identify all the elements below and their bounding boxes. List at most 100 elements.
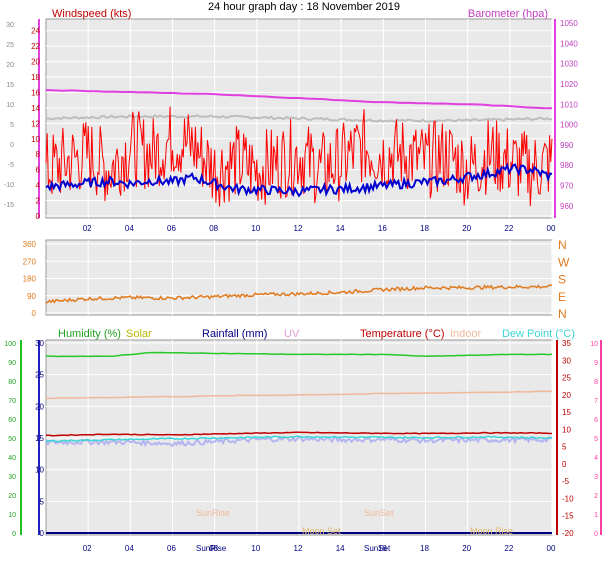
rain-axis-label: 25 [35, 371, 44, 380]
x-tick-label: 14 [336, 544, 345, 553]
x-tick-label: 12 [294, 224, 303, 233]
wind-axis-label: 6 [36, 166, 41, 175]
dir-compass-label: N [558, 238, 567, 252]
temp-axis-label: 35 [562, 339, 571, 348]
x-tick-label: 18 [420, 544, 429, 553]
xtick-sunset: SunSet [364, 544, 391, 553]
hum-axis-label: 20 [8, 493, 16, 500]
uv-axis-label: 10 [590, 341, 598, 348]
hum-axis-label: 90 [8, 360, 16, 367]
x-tick-label: 22 [504, 224, 513, 233]
xtick-sunrise: SunRise [196, 544, 227, 553]
dir-axis-label: 180 [23, 275, 37, 284]
dir-axis-label: 90 [27, 292, 36, 301]
annotation-sunrise: SunRise [196, 508, 230, 518]
outer-axis-label: 0 [10, 142, 14, 149]
baro-axis-label: 960 [560, 202, 574, 211]
outer-axis-label: 10 [6, 102, 14, 109]
baro-axis-label: 1050 [560, 19, 578, 28]
outer-axis-label: -10 [4, 182, 14, 189]
temp-axis-label: 15 [562, 408, 571, 417]
rain-axis-label: 30 [35, 339, 44, 348]
x-tick-label: 10 [251, 544, 260, 553]
series-line-baro-alt [45, 114, 553, 123]
wind-axis-label: 12 [31, 119, 40, 128]
baro-axis-label: 1010 [560, 100, 578, 109]
rain-axis-label: 5 [40, 497, 45, 506]
annotation-moonrise: Moon Rise [470, 526, 513, 536]
hum-left-bar [20, 340, 22, 535]
x-tick-label: 06 [167, 544, 176, 553]
baro-axis-label: 1020 [560, 80, 578, 89]
dir-compass-label: W [558, 255, 570, 269]
legend-solar: Solar [126, 328, 152, 340]
wind-axis-label: 10 [31, 135, 40, 144]
hum-axis-label: 30 [8, 474, 16, 481]
uv-axis-label: 8 [594, 379, 598, 386]
wind-axis-label: 8 [36, 150, 41, 159]
outer-axis-label: 15 [6, 82, 14, 89]
hum-axis-label: 40 [8, 455, 16, 462]
temp-axis-label: 5 [562, 443, 567, 452]
wind-axis-label: 22 [31, 42, 40, 51]
x-tick-label: 20 [462, 224, 471, 233]
x-tick-label: 02 [83, 544, 92, 553]
uv-axis-label: 5 [594, 436, 598, 443]
x-tick-label: 00 [547, 544, 556, 553]
rain-axis-label: 0 [40, 529, 45, 538]
wind-axis-label: 0 [36, 212, 41, 221]
x-tick-label: 18 [420, 224, 429, 233]
series-line-indoor [46, 390, 553, 400]
hum-axis-label: 0 [12, 531, 16, 538]
rain-bar [38, 340, 40, 535]
legend-dewpoint: Dew Point (°C) [502, 328, 575, 340]
hum-axis-label: 80 [8, 379, 16, 386]
legend-humidity: Humidity (%) [58, 328, 121, 340]
x-tick-label: 16 [378, 544, 387, 553]
uv-axis-label: 4 [594, 455, 598, 462]
uv-axis-label: 1 [594, 512, 598, 519]
x-tick-label: 04 [125, 224, 134, 233]
x-tick-label: 22 [504, 544, 513, 553]
baro-axis-label: 970 [560, 182, 574, 191]
temp-axis-label: 10 [562, 425, 571, 434]
uv-axis-label: 7 [594, 398, 598, 405]
wind-axis-label: 18 [31, 73, 40, 82]
uv-axis-label: 9 [594, 360, 598, 367]
x-tick-label: 06 [167, 224, 176, 233]
outer-axis-label: 30 [6, 22, 14, 29]
x-tick-label: 12 [294, 544, 303, 553]
series-line-wind-avg [45, 162, 553, 198]
annotation-moonset: Moon Set [302, 526, 341, 536]
hum-axis-label: 70 [8, 398, 16, 405]
dir-compass-label: S [558, 273, 566, 287]
x-tick-label: 00 [547, 224, 556, 233]
hum-axis-label: 10 [8, 512, 16, 519]
dir-axis-label: 270 [23, 257, 37, 266]
uv-axis-label: 0 [594, 531, 598, 538]
rain-axis-label: 15 [35, 434, 44, 443]
x-tick-label: 08 [209, 224, 218, 233]
temp-axis-label: 0 [562, 460, 567, 469]
legend-uv: UV [284, 328, 300, 340]
series-line-barometer [45, 89, 553, 110]
uv-axis-label: 3 [594, 474, 598, 481]
outer-axis-label: 25 [6, 42, 14, 49]
temp-axis-label: 25 [562, 374, 571, 383]
x-tick-label: 16 [378, 224, 387, 233]
legend-rainfall: Rainfall (mm) [202, 328, 267, 340]
hum-axis-label: 50 [8, 436, 16, 443]
series-line-dew-indoor [45, 435, 553, 448]
x-tick-label: 10 [251, 224, 260, 233]
series-line-wind-gust [45, 106, 553, 207]
baro-axis-label: 1000 [560, 121, 578, 130]
series-line-temperature [46, 431, 553, 437]
x-tick-label: 14 [336, 224, 345, 233]
wind-axis-label: 14 [31, 104, 40, 113]
temp-right-bar [556, 340, 558, 535]
x-tick-label: 08 [209, 544, 218, 553]
legend-windspeed: Windspeed (kts) [52, 8, 131, 20]
x-tick-label: 02 [83, 224, 92, 233]
